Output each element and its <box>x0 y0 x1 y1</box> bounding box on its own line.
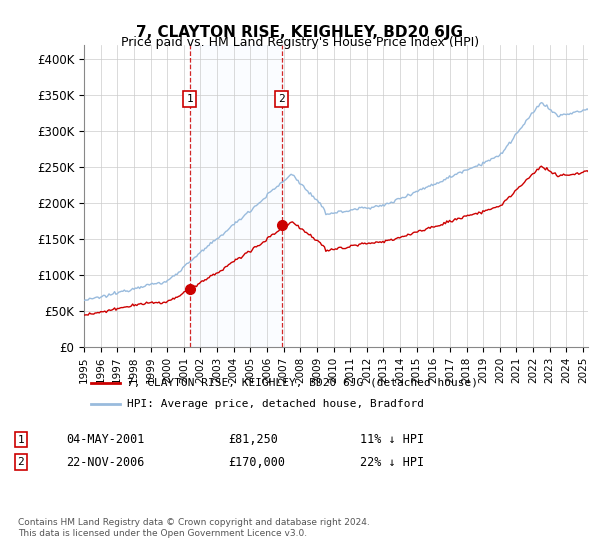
Text: 2: 2 <box>278 94 285 104</box>
Text: 22-NOV-2006: 22-NOV-2006 <box>66 455 145 469</box>
Text: 7, CLAYTON RISE, KEIGHLEY, BD20 6JG (detached house): 7, CLAYTON RISE, KEIGHLEY, BD20 6JG (det… <box>127 378 478 388</box>
Text: Contains HM Land Registry data © Crown copyright and database right 2024.
This d: Contains HM Land Registry data © Crown c… <box>18 518 370 538</box>
Bar <box>190 45 281 347</box>
Text: 1: 1 <box>17 435 25 445</box>
Text: 04-MAY-2001: 04-MAY-2001 <box>66 433 145 446</box>
Text: £81,250: £81,250 <box>228 433 278 446</box>
Text: Price paid vs. HM Land Registry's House Price Index (HPI): Price paid vs. HM Land Registry's House … <box>121 36 479 49</box>
Text: 2: 2 <box>17 457 25 467</box>
Text: 22% ↓ HPI: 22% ↓ HPI <box>360 455 424 469</box>
Text: 7, CLAYTON RISE, KEIGHLEY, BD20 6JG: 7, CLAYTON RISE, KEIGHLEY, BD20 6JG <box>137 25 464 40</box>
Text: 11% ↓ HPI: 11% ↓ HPI <box>360 433 424 446</box>
Text: £170,000: £170,000 <box>228 455 285 469</box>
Text: 1: 1 <box>186 94 193 104</box>
Text: HPI: Average price, detached house, Bradford: HPI: Average price, detached house, Brad… <box>127 399 424 409</box>
